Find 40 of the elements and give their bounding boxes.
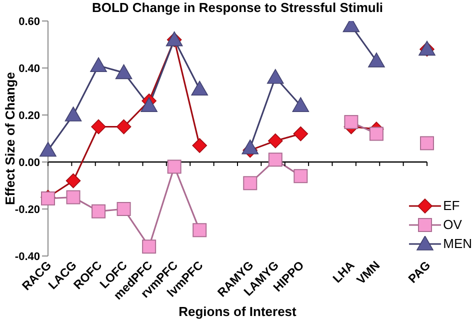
point bbox=[242, 140, 259, 154]
point bbox=[90, 57, 107, 72]
point bbox=[267, 69, 284, 84]
y-tick-label: 0.40 bbox=[18, 62, 40, 75]
legend-label: MEN bbox=[443, 236, 472, 251]
point bbox=[344, 115, 358, 130]
y-axis-title: Effect Size of Change bbox=[2, 72, 18, 205]
point bbox=[268, 133, 283, 148]
point bbox=[369, 126, 384, 141]
point bbox=[66, 173, 81, 188]
point bbox=[191, 80, 208, 96]
point bbox=[292, 97, 310, 112]
legend-label: EF bbox=[443, 198, 460, 213]
y-tick-label: -0.20 bbox=[14, 204, 40, 216]
point bbox=[40, 142, 56, 157]
point bbox=[91, 119, 106, 134]
point bbox=[268, 152, 282, 167]
point bbox=[420, 136, 434, 150]
point bbox=[243, 176, 258, 190]
point bbox=[142, 240, 156, 254]
point bbox=[192, 223, 207, 238]
point bbox=[66, 190, 80, 204]
x-axis-title: Regions of Interest bbox=[178, 304, 298, 319]
point bbox=[92, 204, 106, 218]
point bbox=[140, 97, 158, 112]
point bbox=[116, 119, 132, 134]
chart-title: BOLD Change in Response to Stressful Stimuli bbox=[90, 0, 384, 15]
y-tick-label: 0.20 bbox=[18, 110, 40, 122]
point bbox=[115, 64, 132, 80]
legend-label: OV bbox=[443, 217, 462, 232]
y-tick-label: -0.40 bbox=[14, 250, 40, 263]
point bbox=[116, 202, 131, 216]
point bbox=[293, 126, 308, 142]
point bbox=[368, 52, 385, 68]
point bbox=[64, 106, 82, 122]
point bbox=[294, 169, 308, 184]
y-tick-label: 0.00 bbox=[18, 156, 40, 169]
point bbox=[167, 160, 182, 174]
y-tick-label: 0.60 bbox=[18, 16, 40, 28]
point bbox=[192, 138, 207, 153]
